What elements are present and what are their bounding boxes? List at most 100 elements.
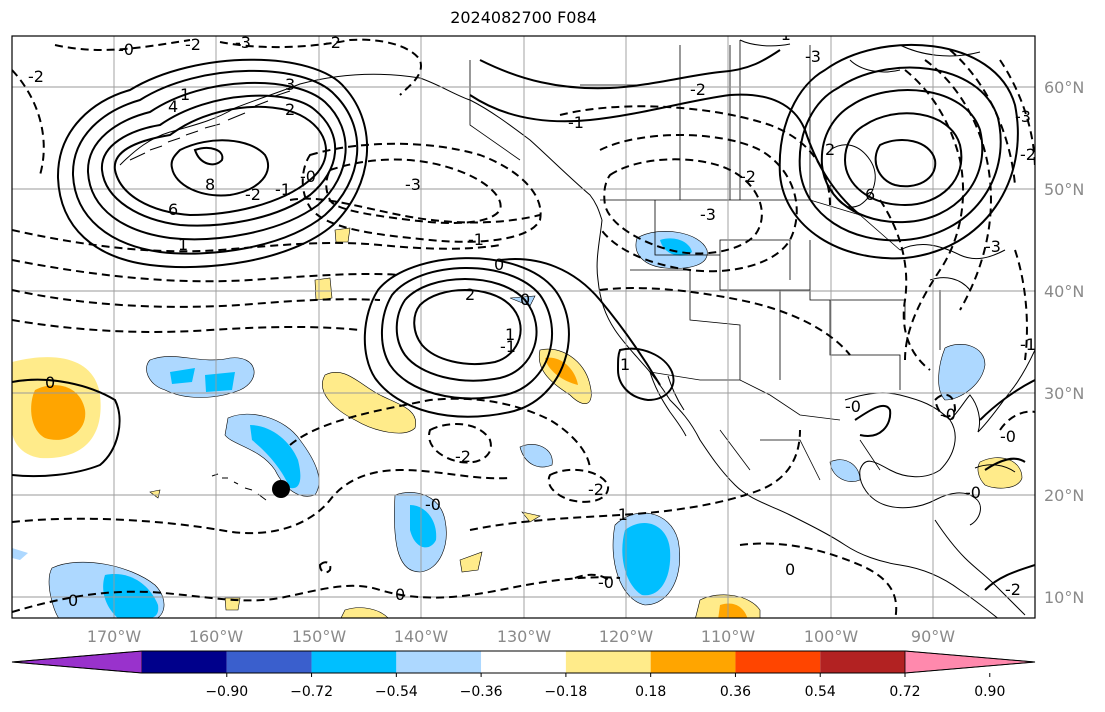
atlantic-contour bbox=[979, 379, 1035, 471]
contour-label: -2 bbox=[1020, 145, 1036, 164]
colorbar-bin bbox=[311, 651, 397, 673]
contour-label: -2 bbox=[588, 480, 604, 499]
contour-label: -0 bbox=[940, 405, 956, 424]
us-mexico-border bbox=[649, 371, 841, 421]
lon-label: 170°W bbox=[87, 627, 142, 646]
negative-anomaly-core bbox=[170, 368, 235, 392]
hawaii-islands bbox=[211, 473, 267, 501]
lon-label: 160°W bbox=[189, 627, 244, 646]
longitude-labels: 170°W 160°W 150°W 140°W 130°W 120°W 110°… bbox=[87, 627, 955, 646]
negative-anomaly-core bbox=[660, 238, 692, 256]
negative-contour bbox=[12, 259, 401, 283]
colorbar-tick-label: −0.90 bbox=[205, 684, 248, 700]
contour-label: 1 bbox=[620, 355, 630, 374]
negative-contour bbox=[219, 38, 422, 96]
map-panel bbox=[12, 36, 1035, 618]
contour-label: -3 bbox=[985, 237, 1001, 256]
negative-contour bbox=[559, 105, 831, 206]
negative-anomaly-core bbox=[410, 505, 437, 548]
negative-contour bbox=[924, 59, 992, 311]
negative-contour bbox=[12, 69, 45, 176]
positive-anomaly-core bbox=[718, 603, 748, 618]
map-frame bbox=[11, 35, 1036, 619]
colorbar-tick-label: −0.18 bbox=[544, 684, 587, 700]
colorbar-bin bbox=[735, 651, 821, 673]
colorbar-bin bbox=[396, 651, 482, 673]
contour-label: -1 bbox=[275, 180, 291, 199]
gulf-of-mexico-coast bbox=[844, 392, 956, 509]
colorbar-tick-label: 0.90 bbox=[974, 684, 1005, 700]
negative-contour bbox=[599, 134, 798, 273]
contour-label: -2 bbox=[28, 67, 44, 86]
negative-contour bbox=[879, 199, 931, 371]
colorbar-bin bbox=[650, 651, 736, 673]
aleutian-high-contour bbox=[170, 139, 270, 197]
contour-label: 0 bbox=[68, 591, 78, 610]
negative-anomaly-core bbox=[622, 522, 671, 596]
negative-contour bbox=[318, 561, 332, 574]
contour-label: -3 bbox=[700, 205, 716, 224]
colorbar-tick-label: −0.72 bbox=[290, 684, 333, 700]
negative-contour bbox=[904, 69, 965, 361]
hudson-high-contour bbox=[798, 66, 1002, 242]
lat-label: 40°N bbox=[1044, 282, 1084, 301]
negative-contour bbox=[1014, 249, 1028, 361]
positive-contours bbox=[12, 44, 1035, 591]
hudson-high-contour bbox=[843, 112, 963, 207]
latitude-gridlines bbox=[12, 86, 1035, 598]
contour-label: -1 bbox=[775, 25, 791, 44]
contour-label: -1 bbox=[468, 230, 484, 249]
contour-label: 2 bbox=[285, 100, 295, 119]
contour-label: -3 bbox=[1015, 107, 1031, 126]
colorbar-tick-label: 0.54 bbox=[805, 684, 836, 700]
contour-label: -1 bbox=[568, 113, 584, 132]
negative-contour bbox=[469, 429, 801, 531]
contour-label: -2 bbox=[455, 447, 471, 466]
subtropical-high-contour bbox=[380, 267, 554, 400]
mexico-high-contour bbox=[616, 347, 675, 402]
positive-anomaly-core bbox=[31, 385, 86, 440]
contour-label: -0 bbox=[300, 167, 316, 186]
gulf-contour bbox=[854, 404, 892, 437]
contour-label: 8 bbox=[205, 175, 215, 194]
hudson-high-contour bbox=[778, 44, 1019, 260]
aleutian-high-contour bbox=[56, 58, 369, 269]
subtropical-high-contour bbox=[363, 257, 570, 418]
aleutian-chain bbox=[129, 90, 291, 161]
colorbar-tick-label: 0.72 bbox=[889, 684, 920, 700]
colorbar-tick-label: 0.18 bbox=[635, 684, 666, 700]
east-pacific-contour bbox=[12, 378, 121, 478]
contour-label: 0 bbox=[45, 373, 55, 392]
colorbar-outline bbox=[11, 650, 1036, 674]
negative-contour bbox=[301, 142, 542, 243]
north-america-west-coast bbox=[596, 219, 999, 618]
great-lakes-region bbox=[899, 244, 1006, 291]
mexico-states bbox=[719, 429, 881, 481]
negative-contour bbox=[289, 397, 591, 471]
contour-label: 2 bbox=[825, 140, 835, 159]
lon-label: 140°W bbox=[394, 627, 449, 646]
graticule bbox=[12, 36, 1035, 618]
aleutian-high-contour bbox=[86, 81, 347, 241]
contour-label: 0 bbox=[395, 585, 405, 604]
alaska-coast bbox=[119, 73, 603, 221]
aleutian-high-contour bbox=[71, 69, 359, 255]
lon-label: 110°W bbox=[701, 627, 756, 646]
shaded-anomalies bbox=[12, 227, 1023, 618]
negative-anomaly-region bbox=[938, 344, 986, 401]
negative-contour bbox=[12, 468, 511, 535]
political-borders bbox=[469, 40, 941, 481]
negative-contour bbox=[933, 393, 957, 418]
negative-anomaly-core bbox=[250, 425, 301, 489]
coastlines bbox=[119, 39, 1035, 618]
polar-ridge-contour bbox=[479, 49, 781, 90]
lat-label: 50°N bbox=[1044, 180, 1084, 199]
contour-label: -2 bbox=[325, 33, 341, 52]
lon-label: 130°W bbox=[497, 627, 552, 646]
negative-contour bbox=[547, 468, 610, 503]
negative-contour bbox=[428, 423, 492, 464]
hudson-high-contour bbox=[874, 139, 937, 188]
negative-contour bbox=[574, 573, 611, 583]
colorbar-bin bbox=[565, 651, 651, 673]
